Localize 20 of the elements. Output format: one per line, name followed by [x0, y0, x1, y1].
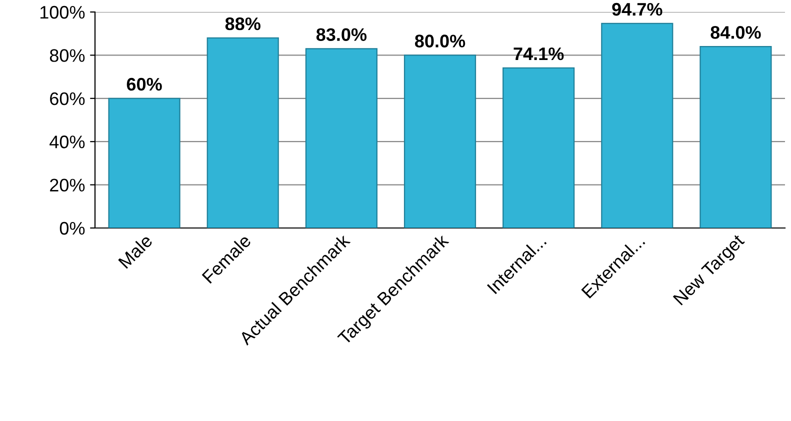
data-label: 60%: [126, 78, 162, 91]
data-label: 80.0%: [414, 34, 466, 48]
y-tick-label: 100%: [40, 6, 85, 19]
y-tick-label: 0%: [60, 222, 85, 235]
data-label: 83.0%: [316, 28, 367, 42]
y-tick-label: 40%: [50, 136, 85, 148]
y-tick-label: 20%: [50, 178, 85, 192]
data-label: 94.7%: [612, 2, 662, 16]
bar: [700, 46, 772, 228]
y-tick-label: 80%: [50, 49, 85, 62]
data-label: 88%: [225, 17, 260, 30]
bar: [206, 37, 279, 228]
bar: [108, 98, 180, 228]
bar: [305, 48, 378, 228]
bar: [601, 22, 674, 228]
bar: [404, 54, 476, 228]
y-tick-label: 60%: [50, 92, 85, 106]
bar: [502, 67, 575, 228]
data-label: 74.1%: [514, 47, 564, 60]
data-label: 84.0%: [710, 26, 761, 39]
